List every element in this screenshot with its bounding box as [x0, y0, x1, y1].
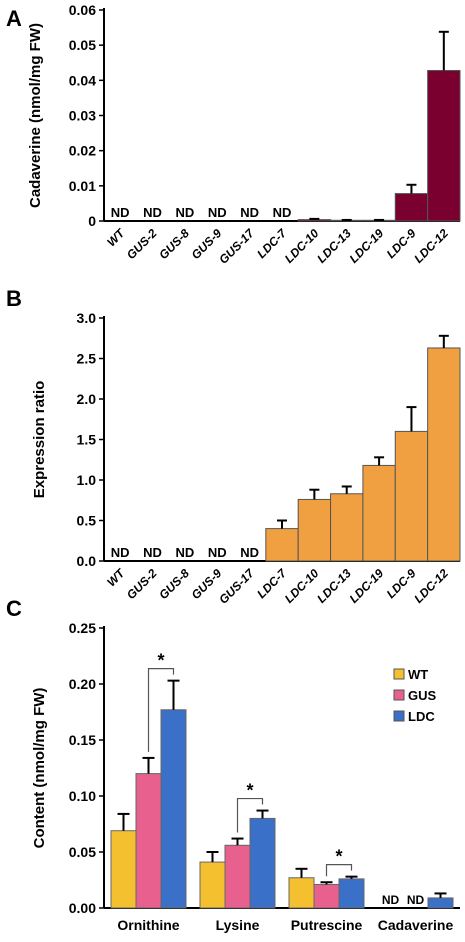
- x-tick-label: LDC-19: [347, 226, 387, 266]
- legend-label: GUS: [408, 688, 437, 703]
- y-tick-label: 0.5: [77, 513, 97, 529]
- nd-label: ND: [176, 205, 195, 220]
- significance-bracket: [147, 668, 175, 752]
- panel-a: A 0 0.01 0.02 0.03 0.04 0.05 0.06 Cadaverine (n…: [6, 2, 461, 267]
- y-tick-label: 0: [88, 213, 96, 229]
- nd-label: ND: [208, 205, 227, 220]
- y-tick-label: 0.15: [69, 732, 96, 748]
- x-tick-label: LDC-13: [314, 566, 354, 606]
- y-tick-label: 0.10: [69, 788, 96, 804]
- x-tick-label: GUS-17: [216, 565, 257, 606]
- y-tick-label: 0.02: [69, 143, 96, 159]
- x-tick-label: Cadaverine: [378, 917, 454, 933]
- y-tick-label: 0.05: [69, 37, 96, 53]
- panel-c-letter: C: [6, 596, 22, 621]
- bar: [330, 493, 364, 562]
- x-tick-label: Ornithine: [117, 917, 179, 933]
- y-tick-label: 1.5: [77, 432, 97, 448]
- y-tick-label: 0.04: [69, 72, 96, 88]
- legend-label: LDC: [408, 709, 435, 724]
- significance-bracket: [236, 797, 264, 833]
- bar: [135, 773, 162, 909]
- bar: [313, 883, 340, 909]
- bar: [338, 878, 365, 909]
- significance-star: *: [335, 847, 342, 867]
- y-axis-label: Content (nmol/mg FW): [31, 688, 48, 849]
- nd-label: ND: [143, 545, 162, 560]
- panel-b: B 0.0 0.5 1.0 1.5 2.0 2.5 3.0 Expression ratio N…: [6, 286, 461, 607]
- bar: [427, 347, 461, 562]
- y-axis-label: Cadaverine (nmol/mg FW): [27, 23, 44, 208]
- legend-swatch: [393, 710, 405, 722]
- significance-bracket: [325, 864, 353, 877]
- y-tick-label: 0.0: [77, 553, 97, 569]
- bar: [249, 817, 276, 909]
- panel-b-letter: B: [6, 286, 22, 311]
- nd-label: ND: [407, 893, 425, 907]
- bar: [224, 844, 251, 909]
- x-tick-label: LDC-13: [314, 226, 354, 266]
- bar: [394, 193, 429, 222]
- y-tick-label: 0.06: [69, 2, 96, 18]
- nd-label: ND: [382, 893, 400, 907]
- nd-label: ND: [143, 205, 162, 220]
- y-tick-label: 0.00: [69, 900, 96, 916]
- x-tick-label: Putrescine: [291, 917, 363, 933]
- x-tick-label: WT: [104, 565, 128, 589]
- bar: [265, 528, 299, 562]
- bar: [427, 897, 454, 909]
- x-tick-label: WT: [104, 225, 128, 249]
- y-axis-label: Expression ratio: [31, 381, 48, 499]
- x-tick-label: LDC-10: [282, 566, 322, 606]
- bar: [288, 877, 315, 909]
- y-tick-label: 0.20: [69, 676, 96, 692]
- nd-label: ND: [208, 545, 227, 560]
- legend-swatch: [393, 668, 405, 680]
- x-tick-label: GUS-8: [156, 226, 192, 262]
- panel-a-letter: A: [6, 6, 22, 31]
- bar: [110, 830, 137, 909]
- x-tick-label: GUS-8: [156, 566, 192, 602]
- nd-label: ND: [176, 545, 195, 560]
- bar: [394, 430, 429, 562]
- nd-label: ND: [273, 205, 292, 220]
- bar: [297, 498, 332, 562]
- bar: [199, 861, 226, 909]
- legend-swatch: [393, 689, 405, 701]
- bar: [362, 464, 396, 562]
- y-tick-label: 0.05: [69, 844, 96, 860]
- bar: [160, 709, 187, 909]
- y-tick-label: 1.0: [77, 472, 97, 488]
- y-tick-label: 0.01: [69, 178, 96, 194]
- y-tick-label: 3.0: [77, 310, 97, 326]
- nd-label: ND: [240, 545, 259, 560]
- y-tick-label: 2.0: [77, 391, 97, 407]
- x-tick-label: GUS-17: [216, 225, 257, 266]
- y-tick-label: 2.5: [77, 351, 97, 367]
- x-tick-label: GUS-2: [124, 566, 160, 602]
- y-tick-label: 0.03: [69, 108, 96, 124]
- nd-label: ND: [111, 545, 130, 560]
- y-tick-label: 0.25: [69, 620, 96, 636]
- x-tick-label: LDC-19: [347, 566, 387, 606]
- bar: [427, 69, 461, 222]
- significance-star: *: [246, 781, 253, 801]
- x-tick-label: LDC-10: [282, 226, 322, 266]
- x-tick-label: LDC-12: [411, 226, 451, 266]
- x-tick-label: LDC-12: [411, 566, 451, 606]
- panel-c: C 0.00 0.05 0.10 0.15 0.20 0.25 Content (nmol/…: [6, 596, 460, 933]
- x-tick-label: Lysine: [216, 917, 260, 933]
- significance-star: *: [157, 651, 164, 671]
- x-tick-label: GUS-2: [124, 226, 160, 262]
- legend-label: WT: [408, 667, 428, 682]
- nd-label: ND: [240, 205, 259, 220]
- nd-label: ND: [111, 205, 130, 220]
